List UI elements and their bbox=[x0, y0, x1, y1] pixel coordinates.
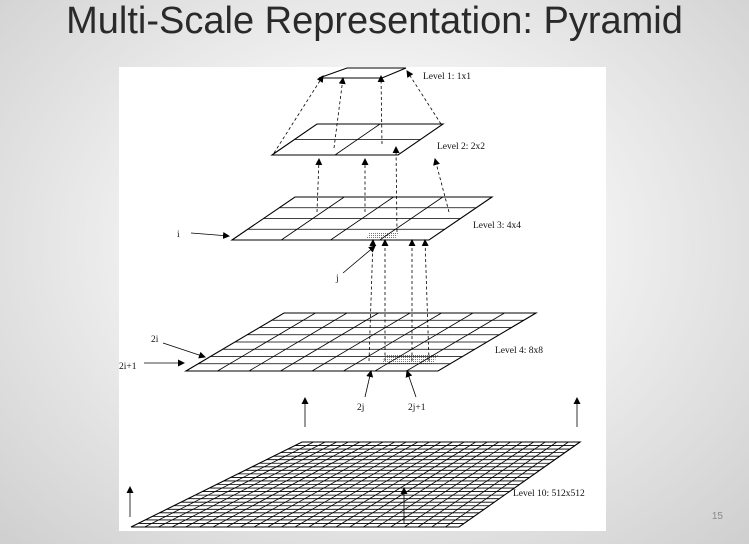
level-10-label: Level 10: 512x512 bbox=[513, 489, 585, 499]
level-3-highlight bbox=[366, 232, 399, 239]
label-2j: 2j bbox=[357, 403, 364, 413]
level-plane-4 bbox=[183, 312, 539, 372]
grid-line bbox=[404, 441, 534, 528]
level-2-label: Level 2: 2x2 bbox=[437, 142, 485, 152]
grid-line bbox=[417, 441, 546, 528]
highlighted-cells bbox=[366, 232, 438, 364]
page-number: 15 bbox=[711, 511, 723, 522]
connector-lines bbox=[126, 70, 581, 523]
plane-outline bbox=[230, 196, 494, 241]
label-2i-plus-1: 2i+1 bbox=[119, 362, 137, 372]
level-plane-3 bbox=[230, 196, 494, 241]
plane-outline bbox=[270, 123, 445, 156]
slide-title: Multi-Scale Representation: Pyramid bbox=[66, 0, 683, 42]
level-plane-1 bbox=[318, 67, 407, 79]
grid-line bbox=[445, 441, 569, 528]
grid-line bbox=[311, 312, 411, 372]
level-3-label: Level 3: 4x4 bbox=[473, 221, 521, 231]
level-plane-2 bbox=[270, 123, 445, 156]
grid-line bbox=[334, 123, 381, 156]
grid-line bbox=[431, 441, 558, 528]
label-j: j bbox=[335, 274, 339, 284]
label-i: i bbox=[177, 230, 180, 240]
label-2i: 2i bbox=[151, 335, 159, 345]
plane-outline bbox=[183, 312, 539, 372]
grid-line bbox=[330, 196, 394, 241]
pyramid-figure: Level 1: 1x1 Level 2: 2x2 Level 3: 4x4 L… bbox=[119, 67, 606, 531]
grid-line bbox=[343, 312, 442, 372]
label-2j-plus-1: 2j+1 bbox=[408, 403, 426, 413]
level-1-label: Level 1: 1x1 bbox=[423, 72, 471, 82]
plane-outline bbox=[318, 67, 407, 79]
level-plane-5 bbox=[130, 441, 582, 528]
level-4-highlight bbox=[381, 355, 438, 364]
plane-outline bbox=[130, 441, 582, 528]
pyramid-diagram: Level 1: 1x1 Level 2: 2x2 Level 3: 4x4 L… bbox=[119, 67, 585, 528]
level-4-label: Level 4: 8x8 bbox=[495, 346, 543, 356]
